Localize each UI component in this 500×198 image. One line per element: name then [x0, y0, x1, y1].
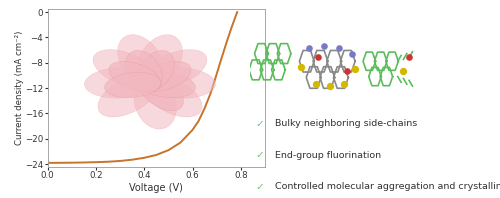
Ellipse shape: [137, 35, 182, 86]
Point: [314, 56, 322, 59]
Ellipse shape: [144, 50, 207, 88]
Point: [326, 85, 334, 88]
Ellipse shape: [93, 50, 156, 88]
Point: [297, 65, 305, 69]
Text: End-group fluorination: End-group fluorination: [275, 151, 381, 160]
Text: ✓: ✓: [255, 150, 264, 160]
Point: [350, 67, 358, 70]
Ellipse shape: [104, 72, 161, 98]
Y-axis label: Current density (mA cm⁻²): Current density (mA cm⁻²): [14, 31, 24, 145]
Ellipse shape: [109, 61, 161, 91]
Ellipse shape: [84, 68, 156, 98]
Point: [340, 83, 348, 86]
Ellipse shape: [138, 50, 174, 91]
Ellipse shape: [139, 75, 184, 111]
Point: [400, 69, 407, 72]
Ellipse shape: [98, 75, 158, 117]
Ellipse shape: [118, 35, 163, 86]
Ellipse shape: [126, 50, 162, 91]
Ellipse shape: [142, 75, 202, 117]
Point: [320, 44, 328, 48]
Text: ✓: ✓: [255, 119, 264, 129]
Point: [334, 46, 342, 50]
Ellipse shape: [144, 68, 216, 98]
Ellipse shape: [139, 72, 196, 98]
Text: Controlled molecular aggregation and crystallinity: Controlled molecular aggregation and cry…: [275, 182, 500, 191]
X-axis label: Voltage (V): Voltage (V): [130, 183, 183, 193]
Point: [312, 83, 320, 86]
Text: ✓: ✓: [255, 182, 264, 192]
Text: Bulky neighboring side-chains: Bulky neighboring side-chains: [275, 119, 417, 128]
Point: [342, 69, 350, 72]
Point: [405, 56, 413, 59]
Point: [348, 52, 356, 55]
Ellipse shape: [134, 77, 176, 129]
Point: [305, 46, 313, 50]
Ellipse shape: [139, 61, 191, 91]
